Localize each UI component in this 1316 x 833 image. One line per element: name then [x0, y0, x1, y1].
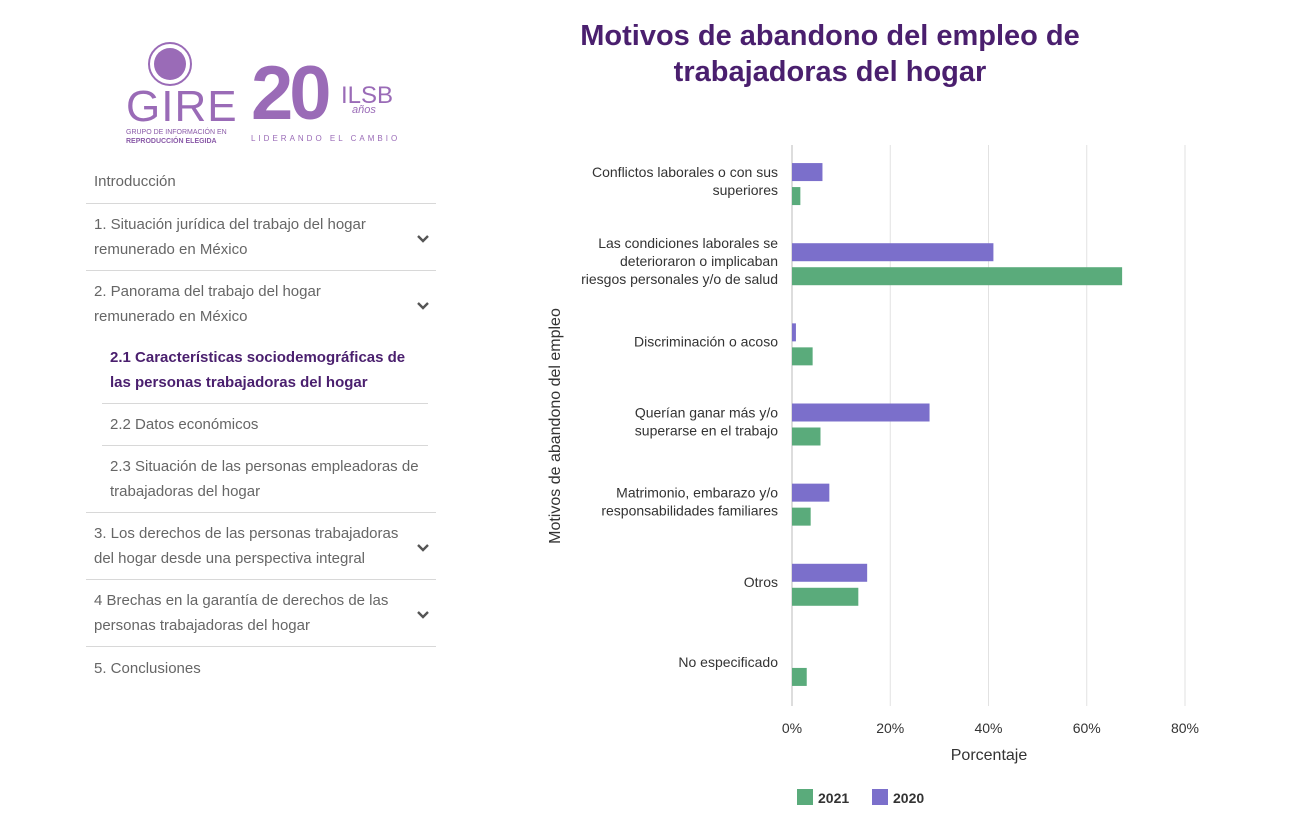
nav-item-label: 3. Los derechos de las personas trabajad…	[94, 525, 399, 567]
bar-2021	[792, 587, 859, 606]
x-tick-label: 60%	[1073, 720, 1101, 736]
nav-item-conclusiones[interactable]: 5. Conclusiones	[86, 647, 436, 690]
category-label-line: superiores	[713, 182, 778, 198]
category-label: Otros	[744, 574, 778, 590]
bar-2020	[792, 243, 994, 262]
category-label: Las condiciones laborales se deterioraron…	[581, 235, 778, 287]
bar-2021	[792, 347, 813, 366]
nav-subitem-label: 2.3 Situación de las personas empleadora…	[110, 458, 419, 500]
y-axis-title: Motivos de abandono del empleo	[547, 308, 564, 544]
legend-label: 2021	[818, 790, 849, 806]
table-of-contents: Introducción 1. Situación jurídica del t…	[86, 160, 436, 690]
x-tick-label: 20%	[876, 720, 904, 736]
ilsb-logo-tagline: LIDERANDO EL CAMBIO	[251, 134, 401, 143]
legend-item-2020[interactable]: 2020	[872, 789, 924, 806]
bar-2020	[792, 483, 830, 502]
gire-sub-line1: GRUPO DE INFORMACIÓN EN	[126, 129, 227, 136]
category-label-line: Las condiciones laborales se	[598, 235, 778, 251]
category-label: Querían ganar más y/o superarse en el tra…	[635, 405, 778, 439]
bars	[792, 163, 1123, 686]
category-label-line: responsabilidades familiares	[601, 503, 778, 519]
nav-item-section-1[interactable]: 1. Situación jurídica del trabajo del ho…	[86, 204, 436, 271]
chevron-down-icon[interactable]	[416, 234, 430, 244]
category-label-line: Conflictos laborales o con sus	[592, 164, 778, 180]
nav-subitem-label: 2.1 Características sociodemográficas de…	[110, 349, 406, 391]
bar-2020	[792, 563, 868, 582]
x-tick-label: 80%	[1171, 720, 1199, 736]
category-label-line: riesgos personales y/o de salud	[581, 271, 778, 287]
gridlines	[791, 145, 1186, 706]
category-label-line: Matrimonio, embarazo y/o	[616, 485, 778, 501]
legend-label: 2020	[893, 790, 924, 806]
nav-subitem-2-2[interactable]: 2.2 Datos económicos	[102, 404, 428, 446]
bar-2021	[792, 187, 801, 206]
category-labels: Conflictos laborales o con sus superiores…	[581, 164, 778, 670]
logos: GIRE GRUPO DE INFORMACIÓN EN REPRODUCCIÓ…	[126, 40, 406, 150]
category-label-line: deterioraron o implicaban	[620, 253, 778, 269]
bar-2021	[792, 507, 811, 526]
nav-item-label: 5. Conclusiones	[94, 660, 201, 677]
category-label-line: No especificado	[678, 654, 778, 670]
nav-item-label: Introducción	[94, 173, 176, 190]
bar-2020	[792, 323, 796, 342]
legend-item-2021[interactable]: 2021	[797, 789, 849, 806]
nav-subitem-2-1[interactable]: 2.1 Características sociodemográficas de…	[102, 337, 428, 404]
chevron-down-icon[interactable]	[416, 543, 430, 553]
bar-2021	[792, 267, 1123, 286]
category-label-line: Discriminación o acoso	[634, 333, 778, 349]
nav-item-label: 2. Panorama del trabajo del hogar remune…	[94, 283, 321, 325]
ilsb-logo-number: 20	[251, 51, 332, 136]
legend-swatch	[872, 789, 888, 805]
chevron-down-icon[interactable]	[416, 301, 430, 311]
category-label-line: superarse en el trabajo	[635, 423, 778, 439]
nav-subitem-2-3[interactable]: 2.3 Situación de las personas empleadora…	[102, 446, 428, 512]
nav-item-label: 1. Situación jurídica del trabajo del ho…	[94, 216, 366, 258]
nav-item-introduccion[interactable]: Introducción	[86, 160, 436, 204]
chevron-down-icon[interactable]	[416, 610, 430, 620]
category-label: Conflictos laborales o con sus superiores	[592, 164, 778, 198]
nav-item-section-3[interactable]: 3. Los derechos de las personas trabajad…	[86, 513, 436, 580]
x-tick-labels: 0% 20% 40% 60% 80%	[782, 720, 1199, 736]
legend: 2021 2020	[797, 789, 924, 806]
nav-item-section-2[interactable]: 2. Panorama del trabajo del hogar remune…	[86, 271, 436, 513]
bar-2020	[792, 403, 930, 422]
nav-subitem-label: 2.2 Datos económicos	[110, 416, 259, 433]
category-label-line: Querían ganar más y/o	[635, 405, 778, 421]
bar-2021	[792, 427, 821, 446]
nav-item-section-4[interactable]: 4 Brechas en la garantía de derechos de …	[86, 580, 436, 647]
bar-2021	[792, 667, 807, 686]
gire-logo-text: GIRE	[126, 82, 238, 131]
ilsb-logo-anos: años	[352, 104, 376, 116]
gire-logo-subtitle: GRUPO DE INFORMACIÓN EN REPRODUCCIÓN ELE…	[126, 128, 236, 146]
gire-logo-mark	[148, 42, 192, 86]
chart-title: Motivos de abandono del empleo de trabaj…	[580, 20, 1080, 88]
category-label: Discriminación o acoso	[634, 333, 778, 349]
category-label-line: Otros	[744, 574, 778, 590]
legend-swatch	[797, 789, 813, 805]
x-tick-label: 40%	[974, 720, 1002, 736]
category-label: No especificado	[678, 654, 778, 670]
x-axis-title: Porcentaje	[951, 747, 1028, 764]
bar-2020	[792, 163, 823, 182]
ilsb-logo-text: ILSB	[341, 82, 394, 109]
category-label: Matrimonio, embarazo y/o responsabilidade…	[601, 485, 778, 519]
gire-sub-line2: REPRODUCCIÓN ELEGIDA	[126, 138, 217, 145]
subsection-list: 2.1 Características sociodemográficas de…	[102, 337, 428, 512]
x-tick-label: 0%	[782, 720, 802, 736]
nav-item-label: 4 Brechas en la garantía de derechos de …	[94, 592, 389, 634]
